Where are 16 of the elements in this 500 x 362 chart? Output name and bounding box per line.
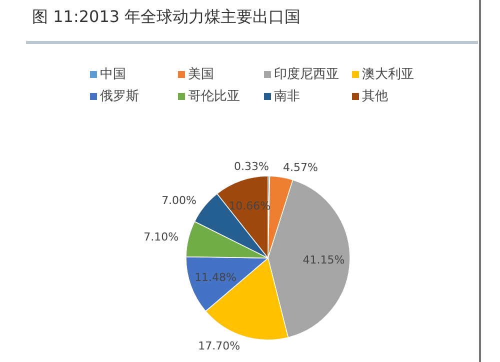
- legend-label: 印度尼西亚: [274, 66, 339, 82]
- legend-label: 澳大利亚: [362, 67, 414, 82]
- data-label: 7.10%: [144, 230, 179, 244]
- legend-label: 哥伦比亚: [188, 89, 240, 104]
- legend-label: 其他: [362, 89, 388, 104]
- legend-label: 俄罗斯: [100, 89, 139, 104]
- data-label: 41.15%: [302, 254, 345, 267]
- data-label: 11.48%: [194, 270, 237, 284]
- data-label: 7.00%: [162, 194, 197, 208]
- legend-label: 美国: [188, 66, 214, 82]
- data-label: 4.57%: [283, 161, 318, 174]
- legend-label: 南非: [274, 89, 300, 104]
- legend-label: 中国: [100, 67, 126, 82]
- chart-title: 图 11:2013 年全球动力煤主要出口国: [32, 7, 301, 26]
- data-label: 0.33%: [234, 160, 269, 174]
- data-label: 17.70%: [198, 340, 240, 353]
